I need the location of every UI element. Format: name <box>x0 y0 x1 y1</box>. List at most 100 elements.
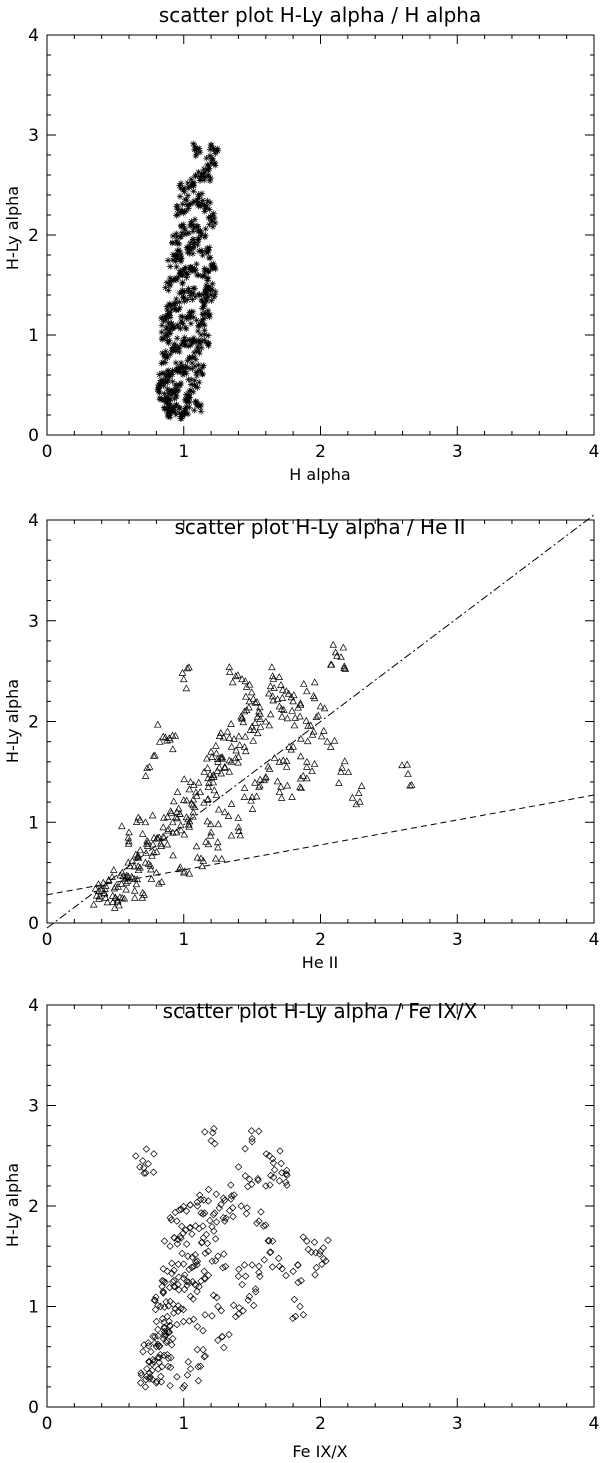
x-tick-label: 0 <box>42 1414 53 1434</box>
data-point <box>206 1216 214 1225</box>
data-point <box>140 1169 148 1177</box>
data-point <box>185 663 193 671</box>
data-point <box>173 1240 182 1248</box>
data-point <box>125 837 133 845</box>
data-point <box>172 275 179 283</box>
data-point <box>209 223 217 230</box>
data-point <box>172 258 179 265</box>
data-point <box>270 753 279 761</box>
data-point <box>120 894 129 902</box>
data-point <box>194 327 202 335</box>
data-point <box>166 373 173 381</box>
scatter-panel-fe-ix-x: scatter plot H-Ly alpha / Fe IX/X Fe IX/… <box>3 996 599 1461</box>
data-point <box>208 753 216 760</box>
data-point <box>234 1272 243 1281</box>
data-point <box>277 1159 285 1168</box>
data-point <box>163 813 172 820</box>
data-point <box>294 703 302 711</box>
data-point <box>211 1235 220 1243</box>
data-point <box>200 1267 208 1276</box>
x-tick-label: 3 <box>452 1414 463 1434</box>
data-point <box>165 367 172 374</box>
data-point <box>199 248 206 255</box>
data-point <box>264 762 273 770</box>
y-axis-label: H-Ly alpha <box>3 186 22 270</box>
data-point <box>136 815 144 823</box>
data-point <box>163 279 171 286</box>
data-point <box>165 339 172 347</box>
data-point <box>186 245 194 253</box>
data-point <box>183 664 192 672</box>
data-point <box>194 1377 203 1385</box>
chart-title: scatter plot H-Ly alpha / H alpha <box>159 3 481 27</box>
data-point <box>204 294 211 301</box>
data-point <box>117 879 126 887</box>
data-point <box>288 706 296 714</box>
data-point <box>177 826 185 834</box>
data-point <box>204 332 212 339</box>
data-point <box>269 1173 278 1181</box>
data-point <box>174 251 181 258</box>
data-point <box>204 840 213 848</box>
data-point <box>231 754 240 762</box>
data-point <box>275 702 284 710</box>
data-point <box>241 1145 249 1153</box>
data-point <box>195 378 203 386</box>
data-point <box>319 726 328 734</box>
data-point <box>160 1237 169 1245</box>
data-point <box>212 150 219 157</box>
data-point <box>108 873 116 880</box>
data-point <box>192 842 201 850</box>
data-point <box>142 1169 150 1177</box>
data-point <box>212 1190 221 1198</box>
data-point <box>185 365 193 372</box>
data-point <box>282 1178 290 1187</box>
data-point <box>168 731 177 739</box>
data-point <box>178 365 186 373</box>
data-point <box>155 1358 163 1367</box>
data-point <box>202 295 209 302</box>
data-point <box>235 732 243 740</box>
data-point <box>247 796 255 804</box>
data-point <box>158 322 166 329</box>
data-point <box>204 795 212 802</box>
data-point <box>173 1217 181 1225</box>
data-point <box>341 664 350 672</box>
data-point <box>192 266 199 274</box>
data-point <box>163 323 171 331</box>
data-point <box>199 370 206 378</box>
data-point <box>225 733 234 741</box>
data-point <box>262 1182 270 1190</box>
data-point <box>315 1250 324 1258</box>
data-point <box>225 1330 233 1339</box>
data-point <box>122 871 131 879</box>
data-point <box>229 1301 238 1309</box>
data-point <box>136 846 145 854</box>
data-point <box>168 1269 176 1278</box>
data-point <box>310 1238 319 1246</box>
data-point <box>195 402 202 409</box>
data-point <box>184 248 191 256</box>
data-point <box>92 891 101 899</box>
data-point <box>186 250 193 257</box>
data-point <box>187 176 195 183</box>
data-point <box>331 648 340 656</box>
data-point <box>320 1254 328 1263</box>
data-point <box>184 1252 192 1260</box>
data-point <box>115 901 123 909</box>
data-point <box>398 761 406 769</box>
data-point <box>186 244 193 252</box>
data-point <box>165 319 172 327</box>
data-point <box>160 370 168 377</box>
data-point <box>172 386 180 393</box>
data-point <box>178 1249 186 1258</box>
data-point <box>176 209 184 216</box>
data-point <box>166 1242 174 1250</box>
data-point <box>167 301 175 308</box>
fit-line-dash-dot <box>46 514 595 929</box>
data-point <box>173 212 180 219</box>
data-point <box>189 236 197 243</box>
data-point <box>194 223 202 230</box>
data-point <box>204 166 211 174</box>
data-point <box>203 281 210 289</box>
